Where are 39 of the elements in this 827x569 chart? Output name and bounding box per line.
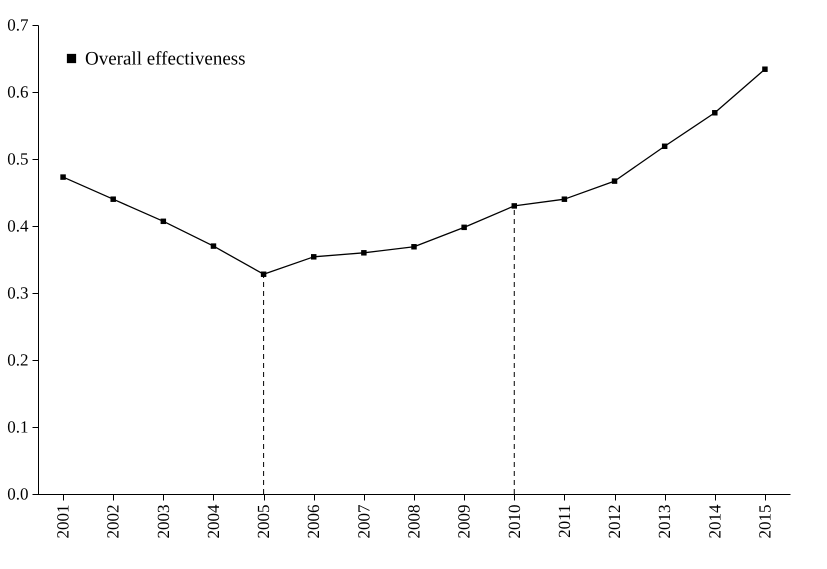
x-tick-label: 2009 xyxy=(454,504,474,538)
point xyxy=(562,196,568,202)
point xyxy=(712,110,718,116)
x-tick-label: 2007 xyxy=(354,504,374,538)
x-tick-label: 2012 xyxy=(605,504,624,538)
point xyxy=(762,66,768,72)
point xyxy=(662,144,668,150)
x-tick-label: 2004 xyxy=(204,504,223,538)
x-tick-label: 2002 xyxy=(104,504,123,538)
x-tick-label: 2010 xyxy=(504,504,524,538)
y-tick-label: 0.5 xyxy=(7,150,28,168)
point xyxy=(310,254,316,260)
point xyxy=(411,244,417,250)
x-tick-label: 2011 xyxy=(554,504,574,538)
y-tick-label: 0.2 xyxy=(7,350,28,370)
point xyxy=(512,203,518,209)
y-tick-label: 0.0 xyxy=(7,484,28,504)
x-tick-label: 2003 xyxy=(154,504,173,538)
point xyxy=(60,174,66,180)
x-tick-label: 2001 xyxy=(54,504,73,538)
x-tick-label: 2005 xyxy=(254,504,274,538)
x-tick-label: 2013 xyxy=(655,504,674,538)
x-tick-label: 2006 xyxy=(304,504,324,538)
y-tick-label: 0.6 xyxy=(7,82,28,102)
x-tick-label: 2014 xyxy=(705,504,724,538)
y-tick-label: 0.4 xyxy=(7,216,29,236)
point xyxy=(110,196,116,202)
y-tick-label: 0.3 xyxy=(7,284,28,302)
y-tick-label: 0.1 xyxy=(7,418,28,436)
legend-label: Overall effectiveness xyxy=(85,48,246,70)
point xyxy=(160,218,166,224)
point xyxy=(361,250,367,256)
point xyxy=(260,272,266,277)
point xyxy=(461,224,467,230)
x-tick-label: 2015 xyxy=(755,504,774,538)
x-tick-label: 2008 xyxy=(404,504,424,538)
y-tick-label: 0.7 xyxy=(7,16,29,34)
point xyxy=(210,243,216,249)
point xyxy=(612,178,618,184)
